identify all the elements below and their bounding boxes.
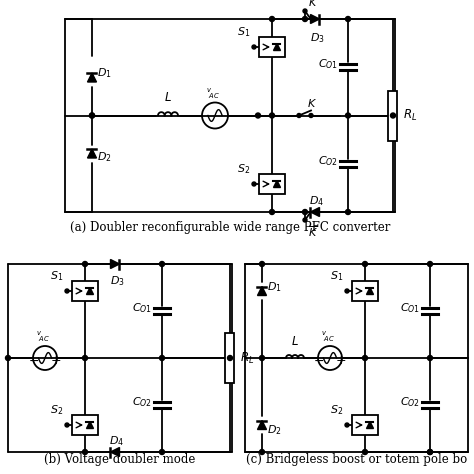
- Circle shape: [302, 17, 308, 21]
- Polygon shape: [86, 288, 93, 294]
- Bar: [72, 415, 98, 435]
- Circle shape: [345, 289, 349, 293]
- Text: (c) Bridgeless boost or totem pole bo: (c) Bridgeless boost or totem pole bo: [246, 453, 468, 466]
- Text: $L$: $L$: [291, 335, 299, 348]
- Text: (a) Doubler reconfigurable wide range PFC converter: (a) Doubler reconfigurable wide range PF…: [70, 221, 390, 234]
- Text: (b) Voltage doubler mode: (b) Voltage doubler mode: [44, 453, 196, 466]
- Polygon shape: [310, 208, 319, 217]
- Text: $S_2$: $S_2$: [237, 162, 250, 176]
- Text: $C_{O1}$: $C_{O1}$: [132, 301, 152, 315]
- Text: $+$: $+$: [336, 354, 346, 366]
- Circle shape: [65, 423, 69, 427]
- Circle shape: [346, 113, 350, 118]
- Text: $D_2$: $D_2$: [97, 151, 112, 164]
- Text: $D_1$: $D_1$: [267, 280, 282, 294]
- Polygon shape: [273, 181, 281, 188]
- Text: $S_1$: $S_1$: [237, 25, 250, 39]
- Bar: [72, 281, 98, 301]
- Text: $R_L$: $R_L$: [403, 108, 417, 123]
- Bar: [259, 37, 285, 57]
- Bar: [352, 415, 378, 435]
- Text: $C_{O1}$: $C_{O1}$: [318, 57, 338, 71]
- Bar: [389, 91, 398, 140]
- Text: $S_2$: $S_2$: [50, 403, 63, 417]
- Text: $D_1$: $D_1$: [97, 67, 112, 81]
- Text: $L$: $L$: [164, 91, 172, 103]
- Circle shape: [345, 423, 349, 427]
- Circle shape: [90, 113, 94, 118]
- Circle shape: [428, 356, 432, 361]
- Text: $C_{O2}$: $C_{O2}$: [132, 395, 152, 409]
- Text: $^{v}\!_{AC}$: $^{v}\!_{AC}$: [206, 86, 220, 100]
- Text: $C_{O2}$: $C_{O2}$: [318, 154, 338, 168]
- Text: $S_2$: $S_2$: [330, 403, 343, 417]
- Text: $D_2$: $D_2$: [267, 423, 282, 437]
- Text: $^{v}\!_{AC}$: $^{v}\!_{AC}$: [321, 330, 335, 344]
- Circle shape: [6, 356, 10, 361]
- Circle shape: [363, 262, 367, 266]
- Circle shape: [82, 262, 88, 266]
- Text: $C_{O1}$: $C_{O1}$: [400, 301, 420, 315]
- Polygon shape: [257, 420, 266, 429]
- Text: $\overline{K}$: $\overline{K}$: [308, 0, 318, 9]
- Text: $-$: $-$: [28, 354, 39, 366]
- Circle shape: [159, 356, 164, 361]
- Circle shape: [302, 210, 308, 215]
- Text: $K$: $K$: [307, 97, 317, 109]
- Text: $R_L$: $R_L$: [240, 350, 254, 365]
- Text: $D_3$: $D_3$: [109, 274, 124, 288]
- Bar: [352, 281, 378, 301]
- Polygon shape: [88, 149, 97, 158]
- Polygon shape: [310, 15, 319, 24]
- Polygon shape: [257, 286, 266, 295]
- Circle shape: [82, 356, 88, 361]
- Text: $+$: $+$: [50, 354, 62, 366]
- Circle shape: [255, 113, 261, 118]
- Circle shape: [252, 45, 256, 49]
- Circle shape: [363, 356, 367, 361]
- Text: $-$: $-$: [313, 354, 325, 366]
- Circle shape: [65, 289, 69, 293]
- Bar: [259, 174, 285, 194]
- Bar: [226, 333, 235, 383]
- Circle shape: [428, 262, 432, 266]
- Circle shape: [297, 113, 301, 118]
- Circle shape: [303, 218, 307, 222]
- Circle shape: [303, 9, 307, 13]
- Text: $D_4$: $D_4$: [109, 434, 125, 448]
- Text: $\overline{K}$: $\overline{K}$: [308, 224, 318, 238]
- Text: $D_3$: $D_3$: [310, 31, 324, 45]
- Circle shape: [270, 17, 274, 21]
- Text: $S_1$: $S_1$: [50, 269, 63, 283]
- Circle shape: [159, 449, 164, 455]
- Circle shape: [428, 449, 432, 455]
- Polygon shape: [110, 447, 119, 456]
- Text: $S_1$: $S_1$: [330, 269, 343, 283]
- Circle shape: [159, 262, 164, 266]
- Text: $C_{O2}$: $C_{O2}$: [400, 395, 420, 409]
- Circle shape: [259, 449, 264, 455]
- Text: $D_4$: $D_4$: [310, 194, 325, 208]
- Polygon shape: [366, 288, 374, 294]
- Circle shape: [363, 449, 367, 455]
- Text: $^{v}\!_{AC}$: $^{v}\!_{AC}$: [36, 330, 50, 344]
- Circle shape: [270, 113, 274, 118]
- Circle shape: [391, 113, 395, 118]
- Circle shape: [428, 449, 432, 455]
- Polygon shape: [273, 44, 281, 51]
- Circle shape: [259, 356, 264, 361]
- Polygon shape: [88, 73, 97, 82]
- Circle shape: [309, 113, 313, 118]
- Circle shape: [252, 182, 256, 186]
- Circle shape: [228, 356, 233, 361]
- Polygon shape: [366, 421, 374, 428]
- Polygon shape: [86, 421, 93, 428]
- Circle shape: [346, 17, 350, 21]
- Circle shape: [346, 210, 350, 215]
- Polygon shape: [110, 259, 119, 268]
- Circle shape: [82, 449, 88, 455]
- Circle shape: [90, 113, 94, 118]
- Circle shape: [270, 210, 274, 215]
- Circle shape: [259, 262, 264, 266]
